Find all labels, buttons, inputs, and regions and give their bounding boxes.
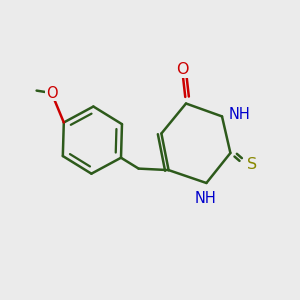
Text: NH: NH	[229, 107, 251, 122]
Text: NH: NH	[195, 191, 217, 206]
Text: O: O	[46, 85, 57, 100]
Text: S: S	[247, 157, 257, 172]
Text: O: O	[176, 62, 189, 77]
